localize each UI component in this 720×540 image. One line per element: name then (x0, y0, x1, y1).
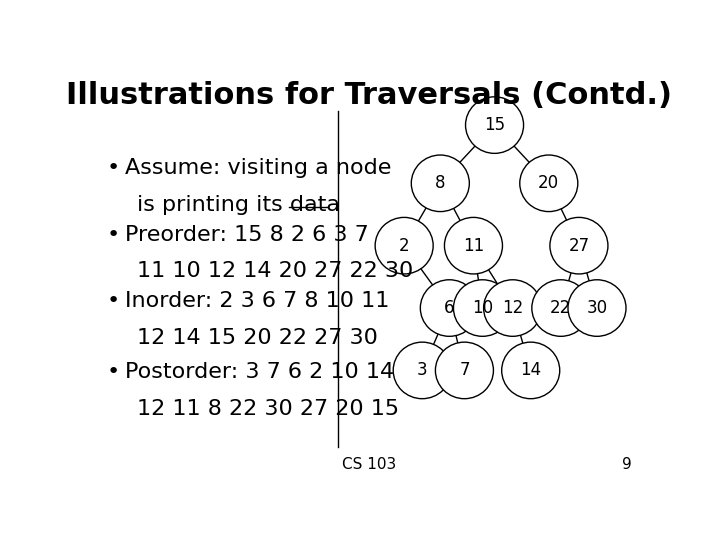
Text: •: • (107, 225, 120, 245)
Text: 9: 9 (621, 457, 631, 472)
Ellipse shape (466, 97, 523, 153)
Text: 11 10 12 14 20 27 22 30: 11 10 12 14 20 27 22 30 (138, 261, 414, 281)
Text: 20: 20 (539, 174, 559, 192)
Text: Illustrations for Traversals (Contd.): Illustrations for Traversals (Contd.) (66, 82, 672, 111)
Text: 30: 30 (586, 299, 608, 317)
Text: is printing its data: is printing its data (138, 195, 341, 215)
Text: Inorder: 2 3 6 7 8 10 11: Inorder: 2 3 6 7 8 10 11 (125, 292, 389, 312)
Text: Assume: visiting a node: Assume: visiting a node (125, 158, 391, 178)
Text: 6: 6 (444, 299, 454, 317)
Text: 11: 11 (463, 237, 484, 255)
Text: Postorder: 3 7 6 2 10 14: Postorder: 3 7 6 2 10 14 (125, 362, 394, 382)
Text: 8: 8 (435, 174, 446, 192)
Ellipse shape (484, 280, 541, 336)
Ellipse shape (520, 155, 578, 212)
Ellipse shape (375, 218, 433, 274)
Text: 12 14 15 20 22 27 30: 12 14 15 20 22 27 30 (138, 328, 378, 348)
Text: 3: 3 (417, 361, 428, 380)
Ellipse shape (393, 342, 451, 399)
Ellipse shape (502, 342, 559, 399)
Text: •: • (107, 292, 120, 312)
Text: 10: 10 (472, 299, 493, 317)
Text: 7: 7 (459, 361, 469, 380)
Text: 2: 2 (399, 237, 410, 255)
Ellipse shape (532, 280, 590, 336)
Ellipse shape (454, 280, 511, 336)
Text: 12: 12 (502, 299, 523, 317)
Text: 22: 22 (550, 299, 572, 317)
Ellipse shape (444, 218, 503, 274)
Text: 14: 14 (520, 361, 541, 380)
Text: CS 103: CS 103 (342, 457, 396, 472)
Text: •: • (107, 362, 120, 382)
Ellipse shape (568, 280, 626, 336)
Text: 12 11 8 22 30 27 20 15: 12 11 8 22 30 27 20 15 (138, 399, 400, 418)
Text: 27: 27 (568, 237, 590, 255)
Text: 15: 15 (484, 116, 505, 134)
Text: •: • (107, 158, 120, 178)
Ellipse shape (550, 218, 608, 274)
Ellipse shape (420, 280, 478, 336)
Ellipse shape (436, 342, 493, 399)
Ellipse shape (411, 155, 469, 212)
Text: Preorder: 15 8 2 6 3 7: Preorder: 15 8 2 6 3 7 (125, 225, 369, 245)
